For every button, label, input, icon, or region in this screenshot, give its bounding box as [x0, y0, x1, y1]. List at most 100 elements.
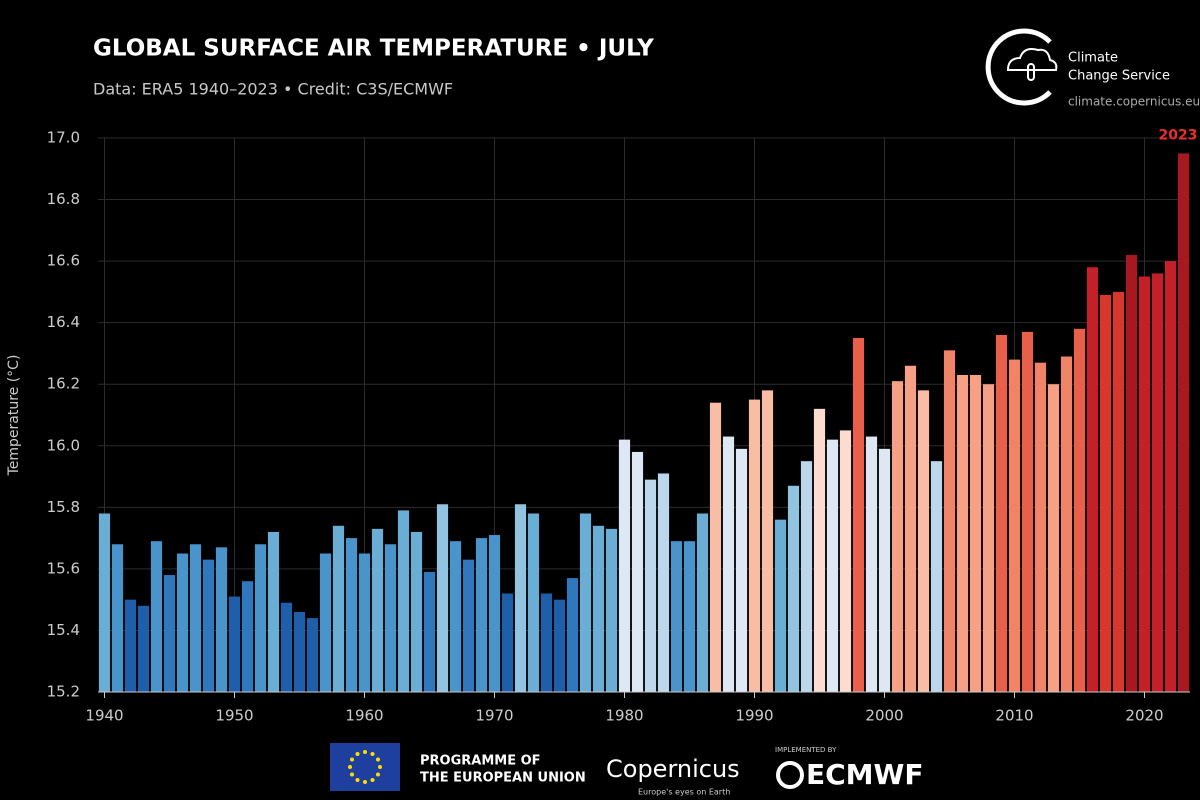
bar — [1060, 356, 1073, 692]
eu-star — [355, 752, 360, 757]
bar — [709, 402, 722, 692]
y-tick-label: 16.6 — [47, 252, 80, 270]
bar — [137, 605, 150, 692]
bar — [332, 525, 345, 692]
bar — [462, 559, 475, 692]
bar — [1138, 276, 1151, 692]
bar — [761, 390, 774, 692]
copernicus-tagline: Europe's eyes on Earth — [638, 788, 730, 797]
bar — [540, 593, 553, 692]
eu-star — [378, 765, 382, 769]
bar — [98, 513, 111, 692]
bar — [319, 553, 332, 692]
bar — [1073, 328, 1086, 692]
bar — [449, 541, 462, 692]
copernicus-logo: Copernicus — [606, 755, 740, 783]
x-tick-label: 1950 — [215, 707, 253, 725]
x-tick-label: 1990 — [735, 707, 773, 725]
footer-text: THE EUROPEAN UNION — [420, 771, 586, 786]
implemented-by: IMPLEMENTED BY — [775, 746, 837, 754]
bar — [917, 390, 930, 692]
y-tick-label: 16.2 — [47, 375, 80, 393]
bar — [826, 439, 839, 692]
eu-star — [350, 772, 355, 777]
bar — [1008, 359, 1021, 692]
bar — [527, 513, 540, 692]
eu-star — [363, 750, 367, 754]
bar — [423, 571, 436, 692]
ecmwf-mark — [776, 761, 804, 789]
x-tick-label: 1940 — [85, 707, 123, 725]
bar — [657, 473, 670, 692]
bar — [488, 535, 501, 692]
bar — [1021, 331, 1034, 692]
bar — [956, 374, 969, 692]
bar — [1099, 294, 1112, 692]
bar — [176, 553, 189, 692]
bar — [748, 399, 761, 692]
bar — [1086, 267, 1099, 692]
x-tick-label: 2010 — [995, 707, 1033, 725]
bar — [813, 408, 826, 692]
bar — [566, 578, 579, 692]
bar — [670, 541, 683, 692]
bar — [241, 581, 254, 692]
x-tick-label: 2000 — [865, 707, 903, 725]
y-tick-label: 16.4 — [47, 313, 80, 331]
bar — [553, 599, 566, 692]
bar — [397, 510, 410, 692]
bar — [644, 479, 657, 692]
bar — [1034, 362, 1047, 692]
bar — [995, 334, 1008, 692]
bar — [267, 531, 280, 692]
bar — [436, 504, 449, 692]
eu-star — [363, 780, 367, 784]
bar — [1151, 273, 1164, 692]
y-tick-label: 15.2 — [47, 683, 80, 701]
y-tick-label: 16.8 — [47, 190, 80, 208]
bar — [254, 544, 267, 692]
bar — [1112, 291, 1125, 692]
x-tick-label: 1960 — [345, 707, 383, 725]
logo-text: Change Service — [1068, 69, 1170, 84]
logo-arc — [985, 28, 1052, 106]
chart-subtitle: Data: ERA5 1940–2023 • Credit: C3S/ECMWF — [93, 80, 453, 99]
eu-stars — [348, 750, 382, 784]
bar — [943, 350, 956, 692]
bar — [501, 593, 514, 692]
bar — [1125, 254, 1138, 692]
bar — [722, 436, 735, 692]
logo: Climate Change Service climate.copernicu… — [985, 28, 1200, 109]
bar — [384, 544, 397, 692]
y-axis-label: Temperature (°C) — [6, 355, 22, 477]
bar — [228, 596, 241, 692]
y-tick-label: 15.4 — [47, 621, 80, 639]
bar — [514, 504, 527, 692]
logo-text: Climate — [1068, 51, 1118, 66]
bar — [345, 538, 358, 692]
bar — [982, 384, 995, 692]
bar — [930, 461, 943, 692]
bar — [111, 544, 124, 692]
footer: PROGRAMME OF THE EUROPEAN UNION Copernic… — [330, 743, 924, 797]
bar — [293, 611, 306, 692]
bar — [605, 528, 618, 692]
y-tick-label: 15.6 — [47, 559, 80, 577]
bar — [787, 485, 800, 692]
bar — [891, 381, 904, 692]
bar — [839, 430, 852, 692]
y-tick-label: 17.0 — [47, 129, 80, 147]
plot-area: 15.2 15.4 15.6 15.8 16.0 16.2 16.4 16.6 16.8 17.0… — [47, 127, 1198, 724]
y-tick-label: 15.8 — [47, 498, 80, 516]
bar — [124, 599, 137, 692]
eu-star — [355, 777, 360, 782]
y-tick-label: 16.0 — [47, 436, 80, 454]
bar — [150, 541, 163, 692]
x-tick-label: 2020 — [1125, 707, 1163, 725]
bar — [774, 519, 787, 692]
bar — [969, 374, 982, 692]
bar — [579, 513, 592, 692]
eu-star — [375, 772, 380, 777]
logo-thermometer — [1027, 63, 1035, 81]
eu-star — [350, 757, 355, 762]
